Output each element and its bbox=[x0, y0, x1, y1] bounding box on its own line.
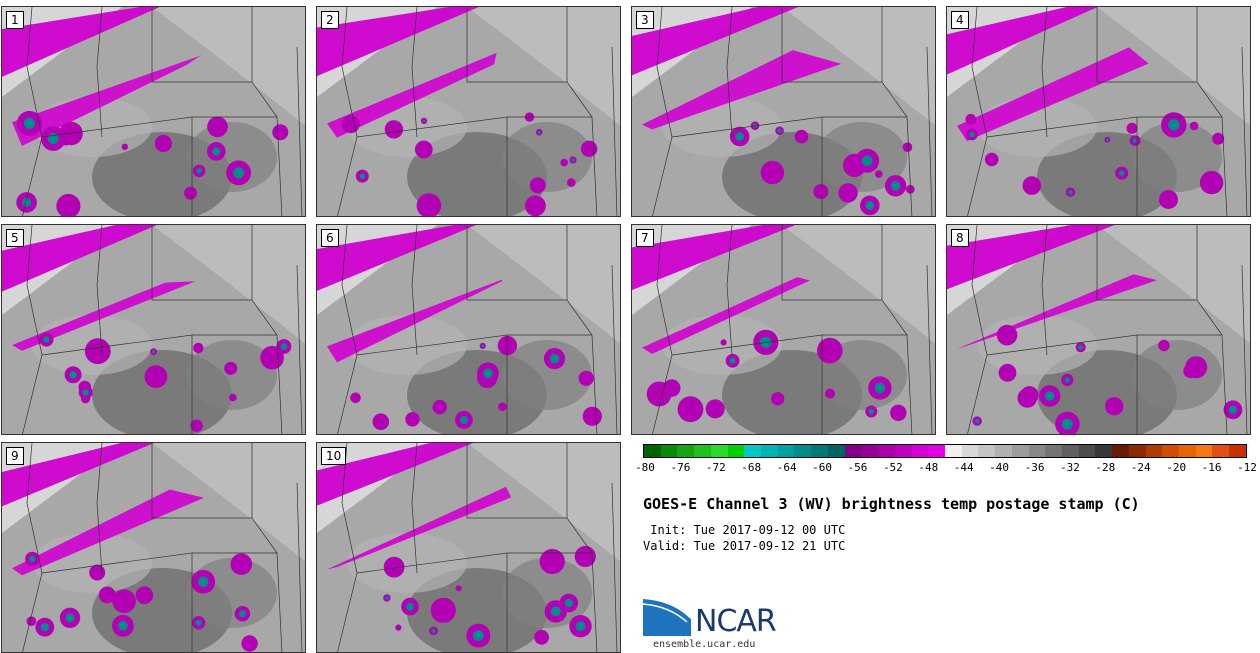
panel-number: 9 bbox=[6, 447, 24, 465]
forecast-panel: 10 bbox=[316, 442, 621, 653]
colorbar-cell bbox=[794, 445, 812, 457]
colorbar-cell bbox=[1128, 445, 1146, 457]
colorbar-cell bbox=[978, 445, 996, 457]
forecast-panel: 9 bbox=[1, 442, 306, 653]
colorbar-tick-label: -36 bbox=[1024, 461, 1045, 474]
colorbar-cell bbox=[1045, 445, 1062, 457]
water-vapor-map-icon bbox=[632, 7, 935, 216]
forecast-panel: 3 bbox=[631, 6, 936, 217]
panel-number: 7 bbox=[636, 229, 654, 247]
colorbar-tick-label: -20 bbox=[1166, 461, 1187, 474]
colorbar-tick-label: -44 bbox=[953, 461, 974, 474]
colorbar-tick-label: -48 bbox=[918, 461, 939, 474]
colorbar-ticks: -80 -76 -72 -68 -64 -60 -56 -52 -48 -44 -40 -36 -32 -… bbox=[635, 461, 1257, 475]
forecast-panel: 4 bbox=[946, 6, 1251, 217]
colorbar-tick-label: -56 bbox=[847, 461, 868, 474]
colorbar-cell bbox=[1229, 445, 1246, 457]
panel-number: 1 bbox=[6, 11, 24, 29]
water-vapor-map-icon bbox=[947, 225, 1250, 434]
colorbar-tick-label: -40 bbox=[989, 461, 1010, 474]
colorbar-tick-label: -76 bbox=[670, 461, 691, 474]
water-vapor-map-icon bbox=[632, 225, 935, 434]
colorbar-cell bbox=[1078, 445, 1096, 457]
colorbar-cell bbox=[677, 445, 695, 457]
ensemble-url: ensemble.ucar.edu bbox=[653, 639, 756, 650]
colorbar-cell bbox=[744, 445, 762, 457]
water-vapor-map-icon bbox=[2, 225, 305, 434]
water-vapor-map-icon bbox=[2, 443, 305, 652]
colorbar-cell bbox=[644, 445, 661, 457]
colorbar-cell bbox=[844, 445, 862, 457]
colorbar-cell bbox=[1061, 445, 1079, 457]
colorbar-cell bbox=[1195, 445, 1213, 457]
panel-number: 3 bbox=[636, 11, 654, 29]
colorbar-cell bbox=[878, 445, 895, 457]
panel-number: 10 bbox=[321, 447, 347, 465]
colorbar-tick-label: -64 bbox=[776, 461, 797, 474]
colorbar-tick-label: -24 bbox=[1130, 461, 1151, 474]
water-vapor-map-icon bbox=[317, 7, 620, 216]
colorbar-cell bbox=[1112, 445, 1129, 457]
panel-number: 2 bbox=[321, 11, 339, 29]
colorbar-cell bbox=[944, 445, 962, 457]
colorbar-cell bbox=[1162, 445, 1179, 457]
valid-time: Valid: Tue 2017-09-12 21 UTC bbox=[643, 539, 846, 553]
colorbar-cell bbox=[710, 445, 728, 457]
colorbar-tick-label: -72 bbox=[705, 461, 726, 474]
forecast-panel: 7 bbox=[631, 224, 936, 435]
panel-number: 6 bbox=[321, 229, 339, 247]
colorbar-cell bbox=[694, 445, 711, 457]
colorbar-tick-label: -52 bbox=[882, 461, 903, 474]
colorbar-cell bbox=[1095, 445, 1113, 457]
forecast-panel: 2 bbox=[316, 6, 621, 217]
colorbar-cell bbox=[911, 445, 929, 457]
forecast-panel: 6 bbox=[316, 224, 621, 435]
colorbar-cell bbox=[1212, 445, 1230, 457]
panel-number: 8 bbox=[951, 229, 969, 247]
colorbar-cell bbox=[1011, 445, 1029, 457]
colorbar-cell bbox=[894, 445, 912, 457]
init-time: Init: Tue 2017-09-12 00 UTC bbox=[643, 523, 846, 537]
colorbar-cell bbox=[811, 445, 828, 457]
ncar-logo-icon bbox=[643, 597, 692, 636]
colorbar-cell bbox=[827, 445, 845, 457]
colorbar-cell bbox=[777, 445, 795, 457]
colorbar-tick-label: -32 bbox=[1060, 461, 1080, 474]
colorbar-cell bbox=[1028, 445, 1046, 457]
forecast-panel: 8 bbox=[946, 224, 1251, 435]
panel-number: 4 bbox=[951, 11, 969, 29]
colorbar-cell bbox=[1145, 445, 1163, 457]
colorbar-cell bbox=[660, 445, 678, 457]
colorbar-tick-label: -16 bbox=[1201, 461, 1222, 474]
colorbar bbox=[643, 444, 1247, 458]
colorbar-cell bbox=[1179, 445, 1196, 457]
ncar-logo-text: NCAR bbox=[695, 604, 777, 639]
colorbar-cell bbox=[761, 445, 778, 457]
water-vapor-map-icon bbox=[317, 443, 620, 652]
colorbar-cell bbox=[928, 445, 945, 457]
colorbar-tick-label: -68 bbox=[741, 461, 762, 474]
colorbar-tick-label: -12 bbox=[1237, 461, 1257, 474]
panel-number: 5 bbox=[6, 229, 24, 247]
water-vapor-map-icon bbox=[317, 225, 620, 434]
figure-title: GOES-E Channel 3 (WV) brightness temp po… bbox=[643, 495, 1140, 513]
colorbar-tick-label: -60 bbox=[812, 461, 832, 474]
colorbar-tick-label: -28 bbox=[1095, 461, 1116, 474]
colorbar-cell bbox=[995, 445, 1012, 457]
colorbar-cell bbox=[861, 445, 879, 457]
forecast-panel: 1 bbox=[1, 6, 306, 217]
forecast-panel: 5 bbox=[1, 224, 306, 435]
water-vapor-map-icon bbox=[947, 7, 1250, 216]
colorbar-cell bbox=[727, 445, 745, 457]
water-vapor-map-icon bbox=[2, 7, 305, 216]
colorbar-cell bbox=[961, 445, 979, 457]
colorbar-tick-label: -80 bbox=[635, 461, 655, 474]
